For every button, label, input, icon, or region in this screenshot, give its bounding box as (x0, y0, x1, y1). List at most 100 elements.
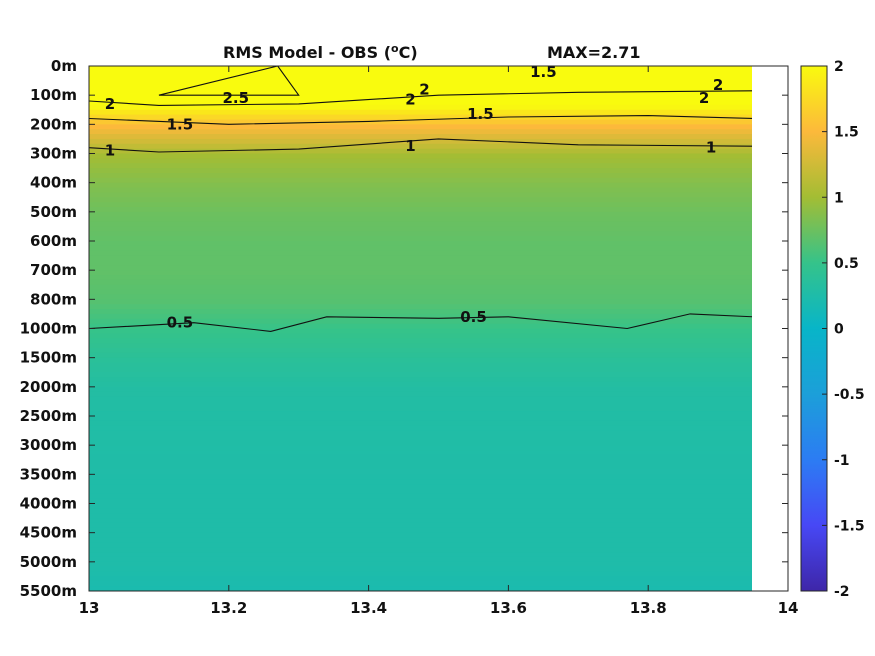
heatmap-band (89, 163, 752, 169)
y-tick-label: 100m (30, 86, 77, 104)
heatmap-band (89, 542, 752, 548)
x-tick-label: 13.6 (490, 599, 527, 617)
heatmap-band (89, 270, 752, 276)
heatmap-band (89, 279, 752, 286)
heatmap-band (89, 177, 752, 184)
heatmap-band (89, 347, 752, 354)
heatmap-band (89, 119, 752, 125)
heatmap-band (89, 576, 752, 582)
colorbar-tick-label: 1 (834, 190, 844, 206)
heatmap-band (89, 396, 752, 403)
contour-lines (89, 66, 752, 332)
title-text: RMS Model - OBS (oC) (223, 42, 418, 62)
heatmap-band (89, 474, 752, 480)
heatmap-band (89, 216, 752, 223)
contour-label: 2.5 (223, 89, 250, 107)
heatmap-band (89, 435, 752, 441)
x-tick-label: 13 (79, 599, 100, 617)
contour-label: 2 (405, 91, 415, 109)
heatmap-band (89, 556, 752, 563)
heatmap-band (89, 75, 752, 82)
heatmap-band (89, 236, 752, 242)
heatmap-band (89, 182, 752, 189)
y-tick-label: 1500m (20, 349, 77, 367)
heatmap-band (89, 367, 752, 373)
y-axis: 0m 100m 200m 300m 400m 500m 600m 700m 800m 1000m 1… (20, 57, 788, 600)
heatmap-band (89, 172, 752, 179)
heatmap-band (89, 561, 752, 568)
y-tick-label: 800m (30, 290, 77, 308)
heatmap-band (89, 231, 752, 237)
heatmap-band (89, 391, 752, 398)
heatmap-band (89, 537, 752, 543)
heatmap-band (89, 109, 752, 116)
y-tick-label: 0m (51, 57, 77, 75)
heatmap-band (89, 328, 752, 334)
x-tick-label: 14 (778, 599, 799, 617)
contour-line-2.5 (158, 66, 300, 96)
heatmap-band (89, 260, 752, 266)
heatmap-band (89, 566, 752, 573)
heatmap-band (89, 416, 752, 422)
y-tick-label: 3000m (20, 436, 77, 454)
heatmap-band (89, 299, 752, 305)
heatmap-band (89, 241, 752, 247)
heatmap-band (89, 221, 752, 228)
colorbar-tick-label: -1 (834, 453, 850, 469)
heatmap-band (89, 508, 752, 514)
heatmap-band (89, 318, 752, 325)
contour-line-2 (89, 90, 752, 106)
heatmap-band (89, 479, 752, 485)
contour-label: 2 (699, 89, 709, 107)
heatmap-band (89, 484, 752, 490)
heatmap-band (89, 85, 752, 91)
heatmap-band (89, 513, 752, 519)
heatmap-band (89, 245, 752, 252)
contour-line-1 (89, 138, 752, 153)
x-tick-label: 13.2 (210, 599, 247, 617)
y-tick-label: 700m (30, 261, 77, 279)
heatmap-band (89, 206, 752, 213)
y-tick-label: 4000m (20, 495, 77, 513)
heatmap-band (89, 226, 752, 232)
heatmap-band (89, 445, 752, 451)
heatmap-band (89, 158, 752, 164)
heatmap-band (89, 66, 752, 72)
heatmap-band (89, 143, 752, 150)
heatmap-band (89, 547, 752, 553)
y-tick-label: 2000m (20, 378, 77, 396)
heatmap-band (89, 377, 752, 383)
heatmap-band (89, 265, 752, 271)
contour-label: 1 (706, 139, 716, 157)
heatmap-band (89, 357, 752, 364)
x-tick-label: 13.4 (350, 599, 387, 617)
heatmap-band (89, 522, 752, 529)
heatmap-band (89, 430, 752, 437)
heatmap-band (89, 294, 752, 300)
heatmap-band (89, 464, 752, 471)
contour-labels: 2.52 22 221.51.51.51 1 10.5 0.5 (105, 63, 724, 332)
contour-label: 0.5 (167, 314, 194, 332)
contour-label: 1.5 (167, 115, 194, 133)
heatmap-band (89, 211, 752, 218)
heatmap-band (89, 420, 752, 427)
heatmap-band (89, 124, 752, 130)
y-tick-label: 1000m (20, 320, 77, 338)
heatmap-band (89, 114, 752, 121)
y-tick-label: 200m (30, 115, 77, 133)
heatmap-band (89, 459, 752, 466)
heatmap-band (89, 202, 752, 208)
heatmap-band (89, 352, 752, 359)
heatmap-band (89, 134, 752, 140)
heatmap-band (89, 406, 752, 412)
heatmap-band (89, 70, 752, 77)
heatmap-band (89, 552, 752, 558)
heatmap-band (89, 381, 752, 388)
contour-label: 0.5 (460, 308, 487, 326)
heatmap-band (89, 100, 752, 106)
heatmap-band (89, 401, 752, 407)
y-tick-label: 4500m (20, 524, 77, 542)
heatmap-band (89, 469, 752, 475)
colorbar-tick-label: 1.5 (834, 125, 859, 141)
heatmap-band (89, 454, 752, 461)
